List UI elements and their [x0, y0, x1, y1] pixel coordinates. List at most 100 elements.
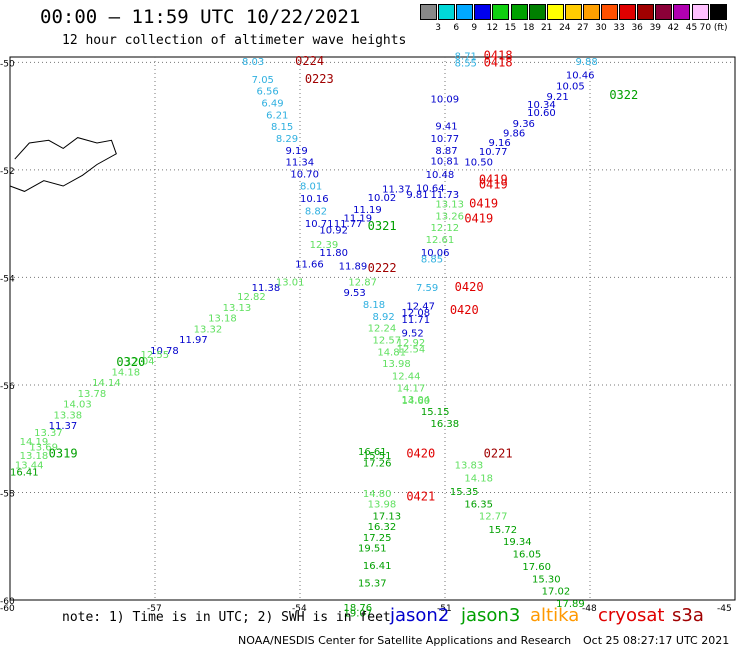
wave-height-label: 11.34 — [286, 158, 315, 169]
wave-height-label: 10.34 — [527, 100, 556, 111]
lon-tick-label: -54 — [292, 604, 307, 614]
wave-height-label: 15.51 — [363, 451, 392, 462]
wave-height-label: 11.19 — [353, 205, 382, 216]
pass-time-label: 0418 — [484, 56, 513, 70]
wave-height-label: 13.32 — [194, 324, 223, 335]
wave-height-label: 11.37 — [49, 421, 78, 432]
wave-height-label: 10.16 — [300, 194, 329, 205]
color-scale-label: 36 — [631, 23, 643, 33]
pass-time-label: 0320 — [116, 355, 145, 369]
wave-height-label: 10.02 — [368, 193, 397, 204]
pass-time-label: 0322 — [609, 88, 638, 102]
pass-time-label: 0420 — [455, 280, 484, 294]
legend-cryosat: cryosat — [598, 605, 665, 626]
wave-height-label: 12.57 — [373, 336, 402, 347]
wave-height-label: 8.15 — [271, 122, 293, 133]
wave-height-label: 10.81 — [431, 157, 460, 168]
page-title: 00:00 – 11:59 UTC 10/22/2021 — [40, 6, 361, 28]
pass-time-label: 0419 — [469, 197, 498, 211]
wave-height-label: 15.35 — [450, 487, 479, 498]
wave-height-label: 13.78 — [78, 389, 107, 400]
wave-height-label: 17.02 — [542, 587, 571, 598]
color-swatch — [546, 4, 564, 20]
wave-height-label: 9.19 — [286, 146, 308, 157]
wave-height-label: 16.32 — [368, 522, 397, 533]
map-frame — [9, 56, 736, 601]
wave-height-label: 9.86 — [503, 129, 525, 140]
wave-height-label: 12.54 — [397, 345, 426, 356]
wave-height-label: 13.13 — [223, 303, 252, 314]
wave-height-label: 8.87 — [435, 146, 457, 157]
wave-height-label: 13.44 — [15, 460, 44, 471]
wave-height-label: 8.01 — [300, 181, 322, 192]
wave-height-label: 11.97 — [179, 335, 208, 346]
wave-height-label: 12.55 — [141, 350, 170, 361]
wave-height-label: 13.98 — [382, 359, 411, 370]
color-swatch — [709, 4, 727, 20]
wave-height-label: 13.37 — [34, 428, 63, 439]
wave-height-label: 12.44 — [392, 372, 421, 383]
wave-height-label: 10.77 — [431, 134, 460, 145]
wave-height-label: 16.35 — [464, 500, 493, 511]
timestamp: Oct 25 08:27:17 UTC 2021 — [583, 634, 730, 647]
wave-height-label: 12.82 — [237, 292, 266, 303]
color-swatch — [528, 4, 546, 20]
wave-height-label: 19.07 — [344, 609, 373, 620]
color-swatch — [564, 4, 582, 20]
wave-height-label: 12.08 — [402, 308, 431, 319]
wave-height-label: 10.46 — [566, 71, 595, 82]
color-swatch — [601, 4, 618, 20]
wave-height-label: 9.41 — [435, 122, 457, 133]
lat-tick-label: -58 — [0, 489, 15, 499]
page-subtitle: 12 hour collection of altimeter wave hei… — [62, 33, 407, 48]
lat-tick-label: -60 — [0, 597, 15, 607]
lon-tick-label: -51 — [437, 604, 452, 614]
wave-height-label: 14.17 — [397, 383, 426, 394]
color-swatch — [691, 4, 709, 20]
wave-height-label: 14.81 — [377, 347, 406, 358]
wave-height-label: 11.66 — [295, 260, 324, 271]
wave-height-label: 17.25 — [363, 533, 392, 544]
wave-height-label: 9.88 — [576, 57, 598, 68]
wave-height-label: 14.18 — [112, 367, 141, 378]
wave-height-label: 11.19 — [344, 214, 373, 225]
color-scale-label: 24 — [559, 23, 571, 33]
wave-height-label: 15.72 — [489, 525, 518, 536]
pass-time-label: 0321 — [368, 219, 397, 233]
pass-time-label: 0221 — [484, 447, 513, 461]
wave-height-label: 16.41 — [10, 467, 39, 478]
wave-height-label: 9.53 — [344, 288, 366, 299]
lon-tick-label: -60 — [0, 604, 15, 614]
wave-height-label: 10.06 — [421, 248, 450, 259]
wave-height-label: 12.77 — [479, 511, 508, 522]
pass-time-label: 0419 — [479, 178, 508, 192]
wave-height-label: 12.04 — [126, 357, 155, 368]
color-swatch — [474, 4, 492, 20]
wave-height-label: 16.05 — [513, 550, 542, 561]
color-swatch — [637, 4, 655, 20]
wave-height-label: 12.24 — [368, 324, 397, 335]
wave-height-label: 17.26 — [363, 459, 392, 470]
wave-height-label: 8.71 — [455, 52, 477, 63]
legend-altika: altika — [530, 605, 580, 626]
pass-time-label: 0419 — [464, 212, 493, 226]
pass-time-label: 0420 — [450, 303, 479, 317]
wave-height-label: 12.47 — [406, 302, 435, 313]
pass-time-label: 0319 — [49, 447, 78, 461]
color-swatch — [438, 4, 456, 20]
wave-height-label: 6.21 — [266, 110, 288, 121]
color-scale-label: 12 — [486, 23, 499, 33]
wave-height-label: 19.34 — [503, 537, 532, 548]
color-scale-label: 15 — [504, 23, 517, 33]
pass-time-label: 0222 — [368, 261, 397, 275]
wave-height-label: 8.18 — [363, 300, 385, 311]
wave-height-label: 17.89 — [556, 599, 585, 610]
falkland-coastline — [9, 137, 117, 192]
lat-tick-label: -56 — [0, 382, 15, 392]
wave-height-label: 13.04 — [402, 395, 431, 406]
wave-height-label: 10.05 — [556, 81, 585, 92]
wave-height-label: 13.13 — [435, 200, 464, 211]
wave-height-label: 10.71 — [305, 219, 334, 230]
color-scale-label: 42 — [667, 23, 680, 33]
wave-height-label: 13.01 — [276, 277, 305, 288]
